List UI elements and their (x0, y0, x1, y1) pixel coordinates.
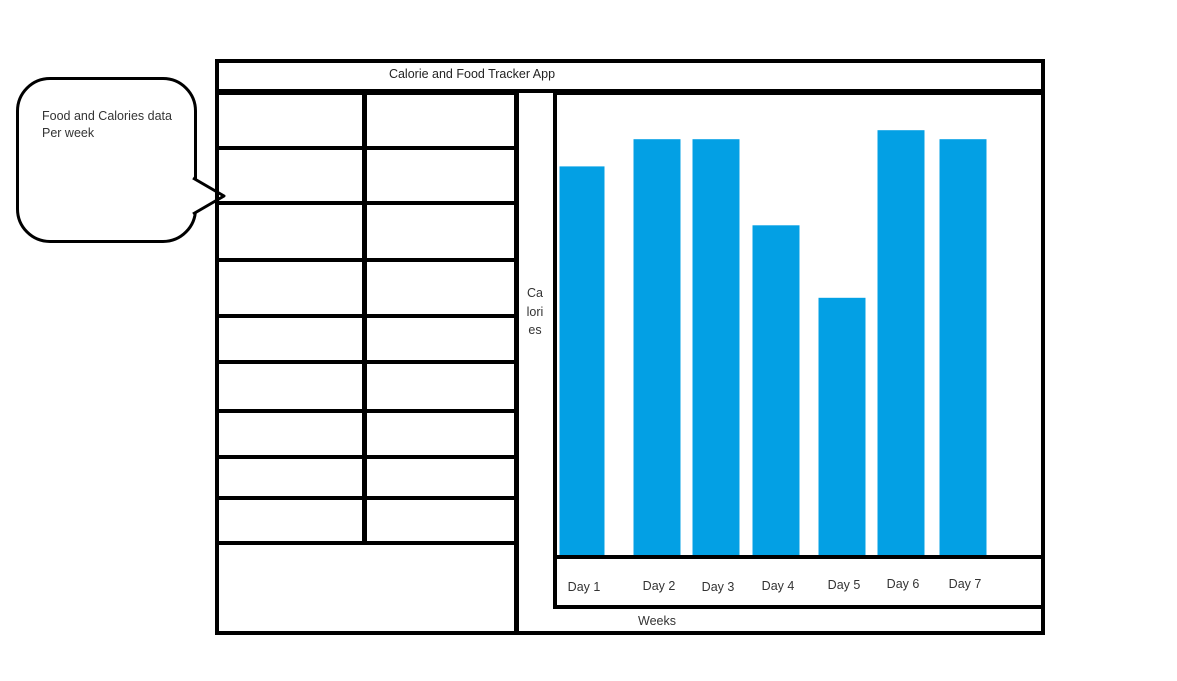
bar-day-2 (633, 139, 681, 556)
x-tick-label: Day 7 (948, 577, 982, 591)
chart-panel (553, 91, 1045, 609)
grid-row-divider (217, 496, 518, 500)
grid-column-divider (362, 91, 367, 544)
bar-day-6 (877, 130, 925, 556)
grid-row-divider (217, 201, 518, 205)
x-tick-label: Day 2 (642, 579, 676, 593)
bar-chart-plot (559, 130, 987, 556)
grid-cell[interactable] (219, 459, 362, 496)
grid-panel-divider (514, 91, 519, 633)
grid-cell[interactable] (219, 150, 362, 201)
grid-footer-area (219, 545, 514, 631)
callout-text: Food and Calories data Per week (42, 109, 172, 140)
x-tick-label: Day 5 (827, 578, 861, 592)
bar-day-7 (939, 139, 987, 556)
grid-cell[interactable] (219, 364, 362, 409)
bar-day-4 (752, 225, 800, 556)
grid-cell[interactable] (367, 95, 514, 146)
grid-cell[interactable] (367, 318, 514, 360)
grid-row-divider (217, 455, 518, 459)
y-axis-title: Calories (526, 286, 544, 337)
x-axis-line (557, 555, 1043, 559)
grid-cell[interactable] (367, 150, 514, 201)
grid-cell[interactable] (219, 95, 362, 146)
grid-row-divider (217, 409, 518, 413)
bar-day-1 (559, 166, 605, 556)
grid-cell[interactable] (219, 413, 362, 455)
grid-cell[interactable] (219, 205, 362, 258)
grid-cell[interactable] (219, 500, 362, 541)
grid-row-divider (217, 91, 518, 95)
x-tick-label: Day 6 (886, 577, 920, 591)
grid-cell[interactable] (219, 318, 362, 360)
x-tick-label: Day 1 (567, 580, 601, 594)
grid-cell[interactable] (367, 262, 514, 314)
x-axis-title: Weeks (638, 614, 676, 628)
grid-cell[interactable] (367, 413, 514, 455)
app-title: Calorie and Food Tracker App (388, 67, 556, 81)
grid-row-divider (217, 258, 518, 262)
grid-row-divider (217, 314, 518, 318)
x-tick-label: Day 4 (761, 579, 795, 593)
grid-cell[interactable] (367, 205, 514, 258)
grid-row-divider (217, 541, 518, 545)
callout-bubble (16, 77, 197, 243)
bar-day-5 (818, 297, 866, 556)
grid-cell[interactable] (367, 500, 514, 541)
grid-cell[interactable] (219, 262, 362, 314)
grid-row-divider (217, 360, 518, 364)
grid-cell[interactable] (367, 459, 514, 496)
grid-cell[interactable] (367, 364, 514, 409)
grid-row-divider (217, 146, 518, 150)
x-tick-label: Day 3 (701, 580, 735, 594)
bar-day-3 (692, 139, 740, 556)
